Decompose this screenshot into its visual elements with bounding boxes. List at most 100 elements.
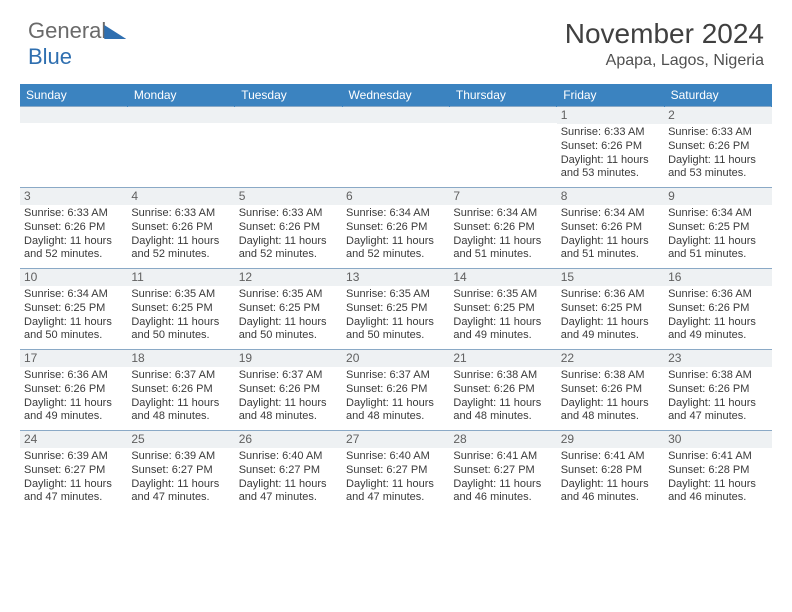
day-number: 4 [127,188,234,205]
sunset-text: Sunset: 6:26 PM [668,383,767,397]
sunrise-text: Sunrise: 6:38 AM [453,369,552,383]
logo-text: General Blue [28,18,126,70]
calendar-body: 1Sunrise: 6:33 AMSunset: 6:26 PMDaylight… [20,107,772,512]
sunrise-text: Sunrise: 6:33 AM [24,207,123,221]
sunset-text: Sunset: 6:26 PM [453,221,552,235]
day-cell: 29Sunrise: 6:41 AMSunset: 6:28 PMDayligh… [557,431,664,512]
sunset-text: Sunset: 6:27 PM [453,464,552,478]
day-cell: 21Sunrise: 6:38 AMSunset: 6:26 PMDayligh… [449,350,556,431]
day-number: 3 [20,188,127,205]
day-cell: 28Sunrise: 6:41 AMSunset: 6:27 PMDayligh… [449,431,556,512]
month-title: November 2024 [565,18,764,50]
sunrise-text: Sunrise: 6:39 AM [24,450,123,464]
dow-tuesday: Tuesday [235,84,342,107]
sunrise-text: Sunrise: 6:34 AM [24,288,123,302]
day-cell: 2Sunrise: 6:33 AMSunset: 6:26 PMDaylight… [664,107,771,188]
sunrise-text: Sunrise: 6:40 AM [239,450,338,464]
daylight-text: Daylight: 11 hours and 51 minutes. [453,235,552,263]
sunset-text: Sunset: 6:27 PM [346,464,445,478]
sunset-text: Sunset: 6:26 PM [561,221,660,235]
sunrise-text: Sunrise: 6:34 AM [453,207,552,221]
day-cell: 8Sunrise: 6:34 AMSunset: 6:26 PMDaylight… [557,188,664,269]
day-cell: 4Sunrise: 6:33 AMSunset: 6:26 PMDaylight… [127,188,234,269]
day-number: 24 [20,431,127,448]
empty-day-headband [449,107,556,123]
week-row: 3Sunrise: 6:33 AMSunset: 6:26 PMDaylight… [20,188,772,269]
logo: General Blue [28,18,126,70]
dow-thursday: Thursday [449,84,556,107]
day-number: 16 [664,269,771,286]
daylight-text: Daylight: 11 hours and 52 minutes. [24,235,123,263]
day-number: 25 [127,431,234,448]
day-cell: 18Sunrise: 6:37 AMSunset: 6:26 PMDayligh… [127,350,234,431]
day-cell: 22Sunrise: 6:38 AMSunset: 6:26 PMDayligh… [557,350,664,431]
day-cell [235,107,342,188]
sunset-text: Sunset: 6:26 PM [239,383,338,397]
day-cell [449,107,556,188]
daylight-text: Daylight: 11 hours and 50 minutes. [24,316,123,344]
day-number: 2 [664,107,771,124]
sunset-text: Sunset: 6:25 PM [453,302,552,316]
day-number: 8 [557,188,664,205]
dow-sunday: Sunday [20,84,127,107]
logo-part2: Blue [28,44,72,69]
day-cell: 6 Sunrise: 6:34 AMSunset: 6:26 PMDaylight… [342,188,449,269]
title-block: November 2024 Apapa, Lagos, Nigeria [565,18,764,70]
day-cell: 17Sunrise: 6:36 AMSunset: 6:26 PMDayligh… [20,350,127,431]
daylight-text: Daylight: 11 hours and 52 minutes. [346,235,445,263]
day-number: 17 [20,350,127,367]
day-number: 30 [664,431,771,448]
empty-day-headband [235,107,342,123]
day-number: 12 [235,269,342,286]
sunrise-text: Sunrise: 6:33 AM [131,207,230,221]
location-subtitle: Apapa, Lagos, Nigeria [565,52,764,70]
day-number: 21 [449,350,556,367]
calendar-table: Sunday Monday Tuesday Wednesday Thursday… [20,84,772,511]
day-number: 5 [235,188,342,205]
daylight-text: Daylight: 11 hours and 50 minutes. [131,316,230,344]
daylight-text: Daylight: 11 hours and 51 minutes. [561,235,660,263]
sunset-text: Sunset: 6:26 PM [24,383,123,397]
sunset-text: Sunset: 6:26 PM [453,383,552,397]
dow-wednesday: Wednesday [342,84,449,107]
logo-triangle-icon [104,25,126,39]
day-cell: 10Sunrise: 6:34 AMSunset: 6:25 PMDayligh… [20,269,127,350]
day-number: 26 [235,431,342,448]
day-cell: 3Sunrise: 6:33 AMSunset: 6:26 PMDaylight… [20,188,127,269]
day-number: 13 [342,269,449,286]
sunset-text: Sunset: 6:27 PM [239,464,338,478]
day-cell: 9Sunrise: 6:34 AMSunset: 6:25 PMDaylight… [664,188,771,269]
sunset-text: Sunset: 6:25 PM [561,302,660,316]
sunset-text: Sunset: 6:26 PM [131,383,230,397]
day-number: 15 [557,269,664,286]
day-number: 9 [664,188,771,205]
day-number: 14 [449,269,556,286]
empty-day-headband [20,107,127,123]
day-number: 6 [342,188,449,205]
day-cell: 19Sunrise: 6:37 AMSunset: 6:26 PMDayligh… [235,350,342,431]
daylight-text: Daylight: 11 hours and 49 minutes. [561,316,660,344]
day-number: 27 [342,431,449,448]
sunrise-text: Sunrise: 6:36 AM [24,369,123,383]
week-row: 24 Sunrise: 6:39 AM Sunset: 6:27 PM Dayligh… [20,431,772,512]
daylight-text: Daylight: 11 hours and 49 minutes. [668,316,767,344]
day-number: 10 [20,269,127,286]
sunset-text: Sunset: 6:25 PM [131,302,230,316]
sunrise-text: Sunrise: 6:33 AM [239,207,338,221]
sunset-text: Sunset: 6:25 PM [668,221,767,235]
daylight-text: Daylight: 11 hours and 52 minutes. [239,235,338,263]
day-number: 20 [342,350,449,367]
sunset-text: Sunset: 6:26 PM [346,221,445,235]
day-cell: 16Sunrise: 6:36 AMSunset: 6:26 PMDayligh… [664,269,771,350]
sunset-text: Sunset: 6:26 PM [561,383,660,397]
daylight-text: Daylight: 11 hours and 53 minutes. [668,154,767,182]
day-cell: 15Sunrise: 6:36 AMSunset: 6:25 PMDayligh… [557,269,664,350]
day-cell: 24Sunrise: 6:39 AMSunset: 6:27 PMDayligh… [20,431,127,512]
daylight-text: Daylight: 11 hours and 46 minutes. [561,478,660,506]
sunset-text: Sunset: 6:26 PM [561,140,660,154]
sunrise-text: Sunrise: 6:34 AM [346,207,445,221]
day-number: 1 [557,107,664,124]
sunset-text: Sunset: 6:26 PM [239,221,338,235]
sunrise-text: Sunrise: 6:37 AM [346,369,445,383]
daylight-text: Daylight: 11 hours and 50 minutes. [239,316,338,344]
